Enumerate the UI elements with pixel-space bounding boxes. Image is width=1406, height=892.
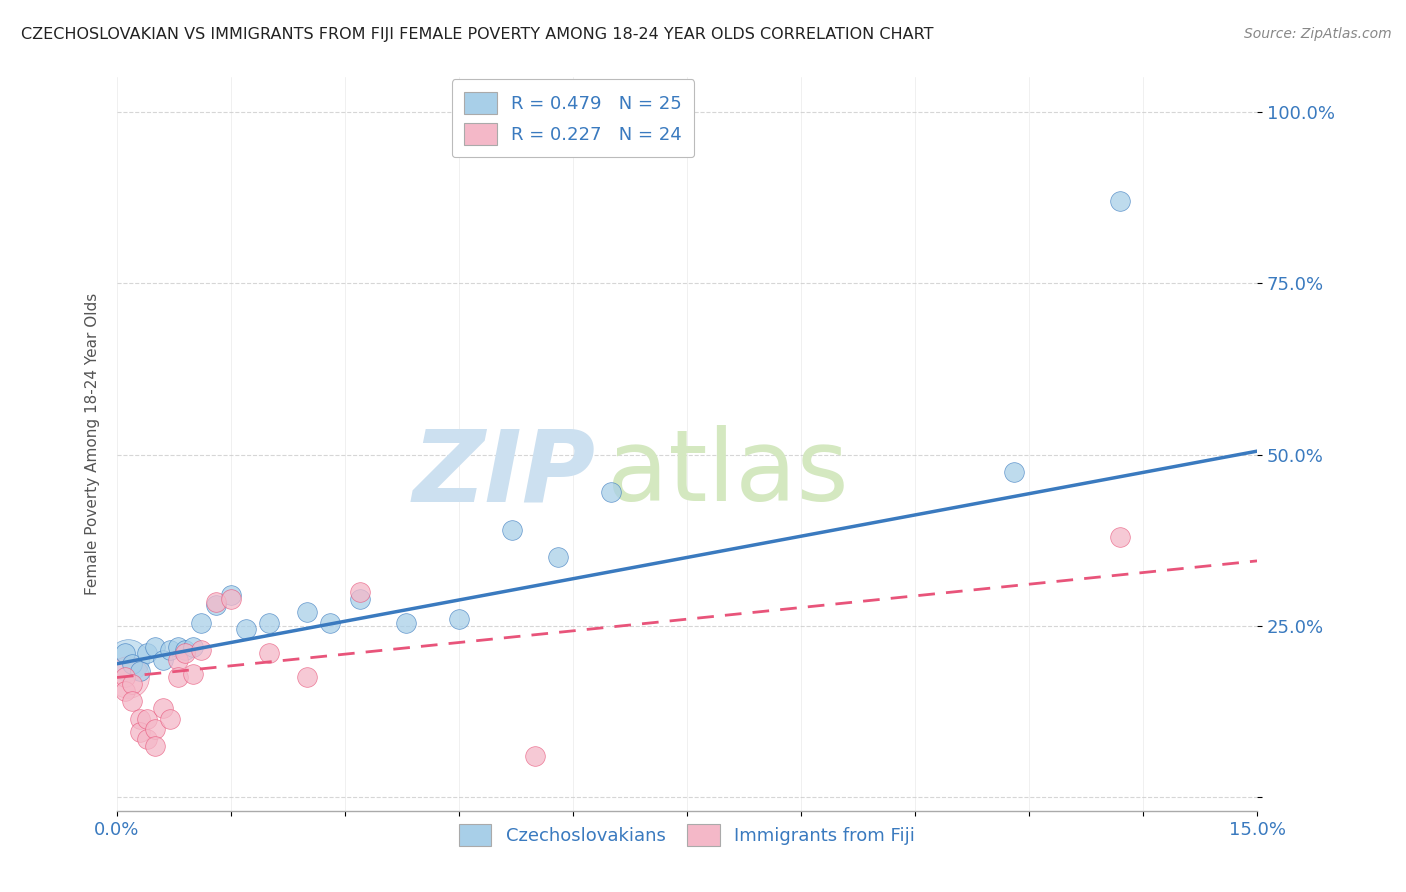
Point <box>128 712 150 726</box>
Point <box>319 615 342 630</box>
Point <box>136 732 159 747</box>
Text: Source: ZipAtlas.com: Source: ZipAtlas.com <box>1244 27 1392 41</box>
Y-axis label: Female Poverty Among 18-24 Year Olds: Female Poverty Among 18-24 Year Olds <box>86 293 100 596</box>
Point <box>524 749 547 764</box>
Point <box>128 725 150 739</box>
Point <box>128 664 150 678</box>
Point <box>295 605 318 619</box>
Point <box>117 653 139 667</box>
Point <box>600 485 623 500</box>
Point <box>152 701 174 715</box>
Point <box>174 643 197 657</box>
Legend: Czechoslovakians, Immigrants from Fiji: Czechoslovakians, Immigrants from Fiji <box>451 817 922 854</box>
Point <box>204 595 226 609</box>
Point <box>152 653 174 667</box>
Text: atlas: atlas <box>607 425 849 522</box>
Point <box>190 615 212 630</box>
Point <box>547 550 569 565</box>
Point <box>219 588 242 602</box>
Point <box>159 712 181 726</box>
Text: CZECHOSLOVAKIAN VS IMMIGRANTS FROM FIJI FEMALE POVERTY AMONG 18-24 YEAR OLDS COR: CZECHOSLOVAKIAN VS IMMIGRANTS FROM FIJI … <box>21 27 934 42</box>
Point <box>349 584 371 599</box>
Point <box>1109 530 1132 544</box>
Point <box>114 647 136 661</box>
Point <box>121 694 143 708</box>
Point <box>143 640 166 654</box>
Point <box>1109 194 1132 208</box>
Point <box>395 615 418 630</box>
Point <box>349 591 371 606</box>
Point <box>447 612 470 626</box>
Point <box>257 615 280 630</box>
Point <box>295 670 318 684</box>
Point <box>143 722 166 736</box>
Point <box>136 712 159 726</box>
Point <box>190 643 212 657</box>
Point <box>174 647 197 661</box>
Point <box>501 523 523 537</box>
Point <box>257 647 280 661</box>
Point <box>117 670 139 684</box>
Point <box>1002 465 1025 479</box>
Text: ZIP: ZIP <box>413 425 596 522</box>
Point <box>166 653 188 667</box>
Point <box>181 640 204 654</box>
Point <box>204 599 226 613</box>
Point <box>136 647 159 661</box>
Point <box>114 670 136 684</box>
Point <box>121 657 143 671</box>
Point <box>159 643 181 657</box>
Point <box>121 677 143 691</box>
Point <box>143 739 166 753</box>
Point <box>166 670 188 684</box>
Point <box>166 640 188 654</box>
Point <box>235 623 257 637</box>
Point <box>114 684 136 698</box>
Point <box>219 591 242 606</box>
Point <box>181 667 204 681</box>
